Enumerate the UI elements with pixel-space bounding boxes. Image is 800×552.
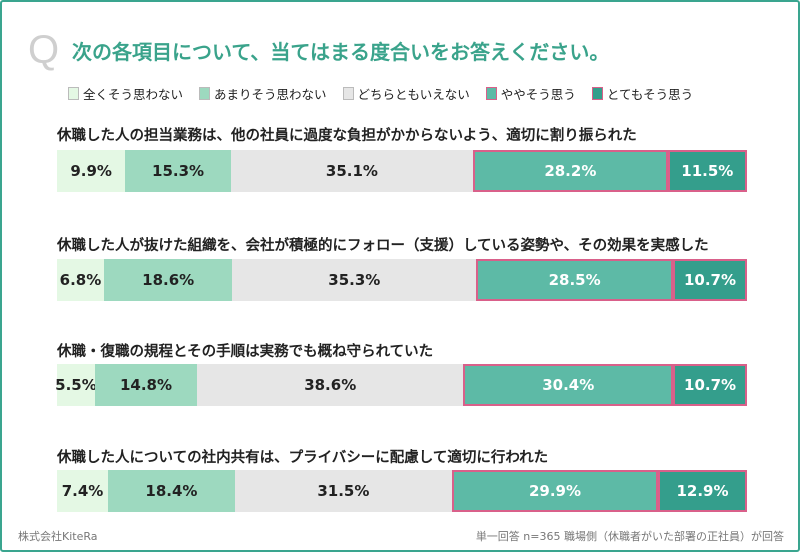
data-label: 31.5% [317, 482, 370, 500]
data-label: 12.9% [676, 482, 729, 500]
data-label: 18.6% [142, 271, 195, 289]
bar-segment: 10.7% [673, 364, 747, 406]
data-label: 9.9% [70, 162, 112, 180]
data-label: 7.4% [61, 482, 104, 500]
category-label: 休職した人が抜けた組織を、会社が積極的にフォロー（支援）している姿勢や、その効果… [57, 238, 709, 254]
data-label: 5.5% [55, 376, 97, 394]
bar-segment: 28.2% [473, 150, 668, 192]
data-label: 10.7% [684, 376, 737, 394]
chart-title: 次の各項目について、当てはまる度合いをお答えください。 [72, 40, 610, 64]
data-label: 6.8% [59, 271, 102, 289]
bar-segment: 7.4% [57, 470, 108, 512]
legend: 全くそう思わない あまりそう思わない どちらともいえない ややそう思う とてもそう思う [68, 84, 693, 103]
data-label: 28.5% [548, 271, 601, 289]
category-label: 休職した人についての社内共有は、プライバシーに配慮して適切に行われた [57, 450, 549, 466]
legend-swatch [68, 87, 79, 100]
legend-label: どちらともいえない [357, 87, 470, 102]
bar-segment: 35.1% [230, 150, 474, 192]
stacked-bar: 5.5% 14.8% 38.6% 30.4% 10.7% [55, 364, 747, 406]
legend-swatch [342, 87, 354, 100]
data-label: 15.3% [152, 162, 205, 180]
legend-swatch [199, 87, 211, 100]
legend-item: どちらともいえない [342, 84, 470, 103]
bar-segment: 30.4% [463, 364, 674, 406]
stacked-bar: 7.4% 18.4% 31.5% 29.9% 12.9% [57, 470, 747, 512]
bar-segment: 9.9% [57, 150, 126, 192]
legend-label: あまりそう思わない [214, 87, 327, 102]
bar-segment: 38.6% [197, 364, 464, 406]
data-label: 30.4% [542, 376, 595, 394]
bar-segment: 35.3% [232, 259, 477, 301]
survey-note: 単一回答 n=365 職場側（休職者がいた部署の正社員）が回答 [475, 530, 784, 543]
bar-segment: 31.5% [234, 470, 452, 512]
bar-segment: 28.5% [476, 259, 674, 301]
data-label: 29.9% [528, 482, 582, 500]
legend-swatch [591, 87, 603, 100]
legend-item: 全くそう思わない [68, 84, 183, 103]
data-label: 10.7% [683, 271, 737, 289]
bar-segment: 29.9% [451, 470, 659, 512]
data-label: 38.6% [304, 376, 357, 394]
bar-segment: 11.5% [667, 150, 747, 192]
bar-segment: 15.3% [125, 150, 231, 192]
bar-segment: 10.7% [673, 259, 747, 301]
data-label: 14.8% [119, 376, 173, 394]
legend-item: あまりそう思わない [199, 84, 327, 103]
bar-segment: 18.4% [108, 470, 235, 512]
legend-label: とてもそう思う [606, 87, 694, 102]
stacked-bar: 9.9% 15.3% 35.1% 28.2% 11.5% [57, 150, 747, 192]
bar-segment: 6.8% [57, 259, 104, 301]
q-mark: Q [28, 28, 60, 72]
data-label: 35.3% [328, 271, 381, 289]
legend-swatch [485, 87, 497, 100]
category-label: 休職した人の担当業務は、他の社員に過度な負担がかからないよう、適切に割り振られた [57, 128, 637, 144]
bar-segment: 14.8% [94, 364, 198, 406]
bar-segment: 5.5% [55, 364, 97, 406]
legend-item: とてもそう思う [591, 84, 694, 103]
category-label: 休職・復職の規程とその手順は実務でも概ね守られていた [57, 344, 434, 360]
bar-segment: 18.6% [103, 259, 233, 301]
legend-item: ややそう思う [485, 84, 576, 103]
bar-segment: 12.9% [658, 470, 747, 512]
legend-label: ややそう思う [500, 87, 576, 102]
data-label: 11.5% [681, 162, 734, 180]
data-label: 28.2% [544, 162, 597, 180]
company-name: 株式会社KiteRa [18, 530, 98, 543]
data-label: 35.1% [325, 162, 378, 180]
stacked-bar: 6.8% 18.6% 35.3% 28.5% 10.7% [57, 259, 747, 301]
data-label: 18.4% [145, 482, 198, 500]
legend-label: 全くそう思わない [83, 87, 184, 102]
